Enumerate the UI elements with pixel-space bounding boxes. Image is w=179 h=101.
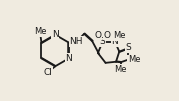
Text: O: O	[104, 31, 111, 40]
Text: N: N	[112, 37, 118, 46]
Text: S: S	[125, 43, 131, 52]
Text: Me: Me	[34, 27, 47, 36]
Text: NH: NH	[69, 37, 83, 46]
Text: N: N	[66, 54, 72, 63]
Text: N: N	[52, 30, 59, 39]
Text: Me: Me	[114, 65, 127, 74]
Text: Me: Me	[113, 31, 125, 40]
Text: O: O	[94, 31, 101, 40]
Text: Cl: Cl	[44, 68, 52, 77]
Text: S: S	[100, 37, 105, 46]
Text: Me: Me	[128, 55, 141, 64]
